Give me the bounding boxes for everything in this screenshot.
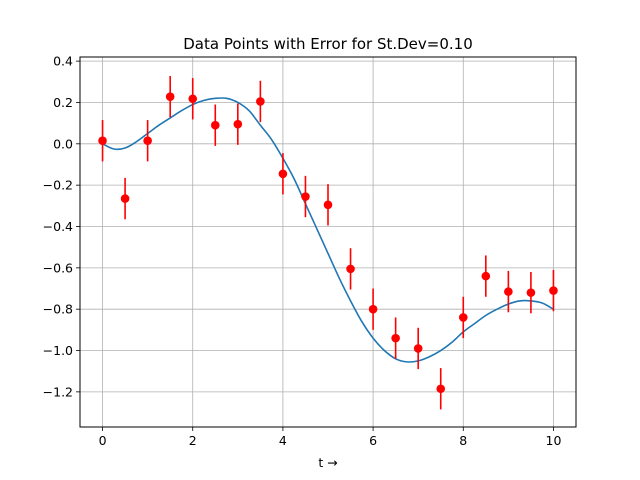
y-tick-label: 0.4	[53, 54, 73, 69]
y-tick-label: 0.0	[53, 136, 73, 151]
data-point	[481, 271, 491, 281]
x-tick-label: 6	[369, 433, 377, 448]
curve-layer	[102, 97, 554, 363]
x-tick-label: 8	[459, 433, 467, 448]
data-point	[98, 136, 107, 146]
y-tick-label: −0.4	[43, 219, 73, 234]
x-tick-label: 4	[279, 433, 287, 448]
plot-frame	[79, 56, 577, 428]
data-point	[188, 94, 198, 104]
data-point	[368, 304, 378, 314]
y-tick-label: −1.0	[43, 343, 73, 358]
y-tick-label: −0.2	[43, 178, 73, 193]
data-point	[278, 169, 288, 179]
data-point	[346, 264, 355, 274]
y-tick-label: 0.2	[53, 95, 73, 110]
x-tick-label: 10	[546, 433, 562, 448]
data-point	[120, 194, 130, 203]
y-tick-label: −1.2	[43, 384, 73, 399]
y-axis-ticks: −1.2 −1.0 −0.8 −0.6 −0.4 −0.2 0.0 0.2 0.4	[43, 54, 80, 399]
chart-title: Data Points with Error for St.Dev=0.10	[183, 35, 473, 53]
data-point	[323, 200, 333, 210]
grid	[80, 57, 576, 427]
y-tick-label: −0.8	[43, 302, 73, 317]
y-tick-label: −0.6	[43, 260, 73, 275]
data-point	[504, 287, 513, 296]
x-tick-label: 2	[189, 433, 197, 448]
data-point	[391, 333, 400, 343]
data-point	[436, 384, 446, 394]
data-point	[549, 286, 558, 295]
data-point	[165, 92, 175, 101]
points-layer	[98, 76, 558, 410]
data-point	[210, 120, 220, 130]
x-tick-label: 0	[99, 433, 107, 448]
data-point	[301, 192, 310, 201]
data-point	[256, 97, 265, 106]
x-axis-label: t →	[318, 455, 337, 470]
data-point	[233, 119, 243, 129]
data-point	[143, 136, 152, 146]
x-axis-ticks: 0 2 4 6 8 10	[99, 427, 562, 448]
data-point	[526, 288, 536, 297]
data-point	[413, 344, 423, 353]
fitted-curve	[102, 97, 554, 363]
data-point	[458, 313, 468, 322]
